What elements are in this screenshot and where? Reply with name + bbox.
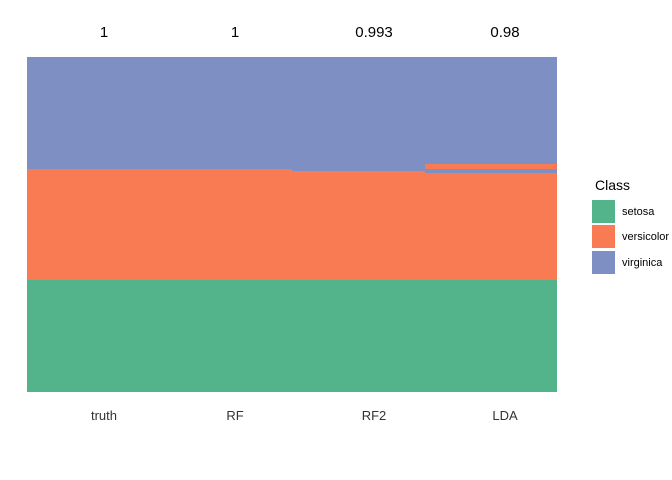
legend-swatch-setosa xyxy=(592,200,615,223)
legend-label-setosa: setosa xyxy=(622,205,655,218)
x-axis-label-LDA: LDA xyxy=(492,408,518,423)
bar-segment-RF2-virginica xyxy=(292,57,425,171)
accuracy-label-LDA: 0.98 xyxy=(490,24,520,41)
x-axis-label-RF2: RF2 xyxy=(361,408,387,423)
x-axis-label-RF: RF xyxy=(226,408,244,423)
bar-segment-RF-versicolor xyxy=(160,169,292,280)
bar-segment-RF-setosa xyxy=(160,280,292,392)
legend-label-virginica: virginica xyxy=(622,256,663,269)
bar-segment-RF-virginica xyxy=(160,57,292,169)
accuracy-label-RF: 1 xyxy=(230,24,240,41)
x-axis-label-truth: truth xyxy=(90,408,118,423)
accuracy-label-truth: 1 xyxy=(99,24,109,41)
bar-segment-truth-versicolor xyxy=(27,169,160,280)
bar-segment-RF2-versicolor xyxy=(292,171,425,280)
legend-swatch-virginica xyxy=(592,251,615,274)
bar-segment-LDA-virginica xyxy=(425,57,557,164)
accuracy-label-RF2: 0.993 xyxy=(355,24,393,41)
legend-label-versicolor: versicolor xyxy=(622,230,670,243)
legend-swatch-versicolor xyxy=(592,225,615,248)
bar-segment-truth-virginica xyxy=(27,57,160,169)
bar-segment-truth-setosa xyxy=(27,280,160,392)
bar-segment-LDA-setosa xyxy=(425,280,557,392)
legend-title: Class xyxy=(595,177,631,193)
bar-segment-LDA-virginica xyxy=(425,169,557,173)
bar-segment-RF2-setosa xyxy=(292,280,425,392)
bar-segment-LDA-versicolor xyxy=(425,173,557,280)
bar-segment-LDA-versicolor xyxy=(425,164,557,169)
